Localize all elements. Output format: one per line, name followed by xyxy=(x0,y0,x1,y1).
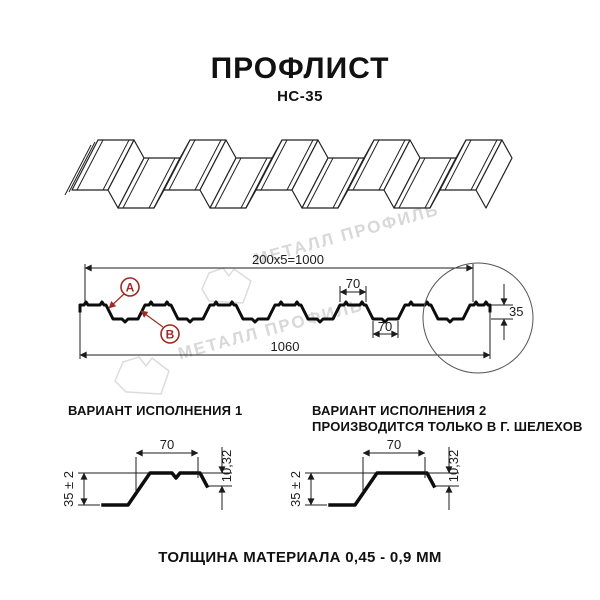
variant2-note: ПРОИЗВОДИТСЯ ТОЛЬКО В Г. ШЕЛЕХОВ xyxy=(312,419,583,434)
variant2-dim-width-label: 70 xyxy=(387,437,401,452)
variant1-dim-width: 70 xyxy=(135,437,199,492)
variant1-dim-edge-label: 10,32 xyxy=(219,450,234,483)
variant1-dim-edge: 10,32 xyxy=(202,447,234,510)
variant2-drawing: 70 10,32 35 ± 2 xyxy=(288,437,461,510)
variant2-title: ВАРИАНТ ИСПОЛНЕНИЯ 2 xyxy=(312,403,487,418)
material-thickness-note: ТОЛЩИНА МАТЕРИАЛА 0,45 - 0,9 ММ xyxy=(158,549,442,566)
variant2-dim-height: 35 ± 2 xyxy=(288,471,375,507)
dim-height: 35 xyxy=(491,284,523,340)
marker-b-label: В xyxy=(166,328,175,342)
variant2-dim-edge: 10,32 xyxy=(429,447,461,510)
profile-code: НС-35 xyxy=(277,88,323,105)
variant1-dim-height-label: 35 ± 2 xyxy=(61,471,76,507)
variant2-dim-edge-label: 10,32 xyxy=(446,450,461,483)
dim-bottom-flange: 70 xyxy=(372,319,399,338)
marker-a-label: А xyxy=(126,281,135,295)
dim-top-flange-label: 70 xyxy=(346,276,360,291)
dim-overall-label: 1060 xyxy=(271,339,300,354)
marker-a: А xyxy=(108,277,140,309)
marker-b: В xyxy=(140,310,180,344)
cross-section-drawing: 200x5=1000 70 70 1060 xyxy=(78,252,534,374)
page-title: ПРОФЛИСТ xyxy=(210,52,390,85)
variant2-dim-height-label: 35 ± 2 xyxy=(288,471,303,507)
dim-height-label: 35 xyxy=(509,304,523,319)
dim-pitch: 200x5=1000 xyxy=(84,252,474,302)
dim-overall: 1060 xyxy=(79,312,491,359)
variant1-dim-width-label: 70 xyxy=(160,437,174,452)
detail-circle xyxy=(422,262,534,374)
variant1-drawing: 70 10,32 35 ± 2 xyxy=(61,437,234,510)
sheet-3d-drawing xyxy=(64,139,513,209)
dim-top-flange: 70 xyxy=(339,276,367,302)
variant2-dim-width: 70 xyxy=(362,437,426,492)
dim-bottom-flange-label: 70 xyxy=(378,319,392,334)
variant1-dim-height: 35 ± 2 xyxy=(61,471,148,507)
dim-pitch-label: 200x5=1000 xyxy=(252,252,324,267)
variant1-title: ВАРИАНТ ИСПОЛНЕНИЯ 1 xyxy=(68,403,243,418)
